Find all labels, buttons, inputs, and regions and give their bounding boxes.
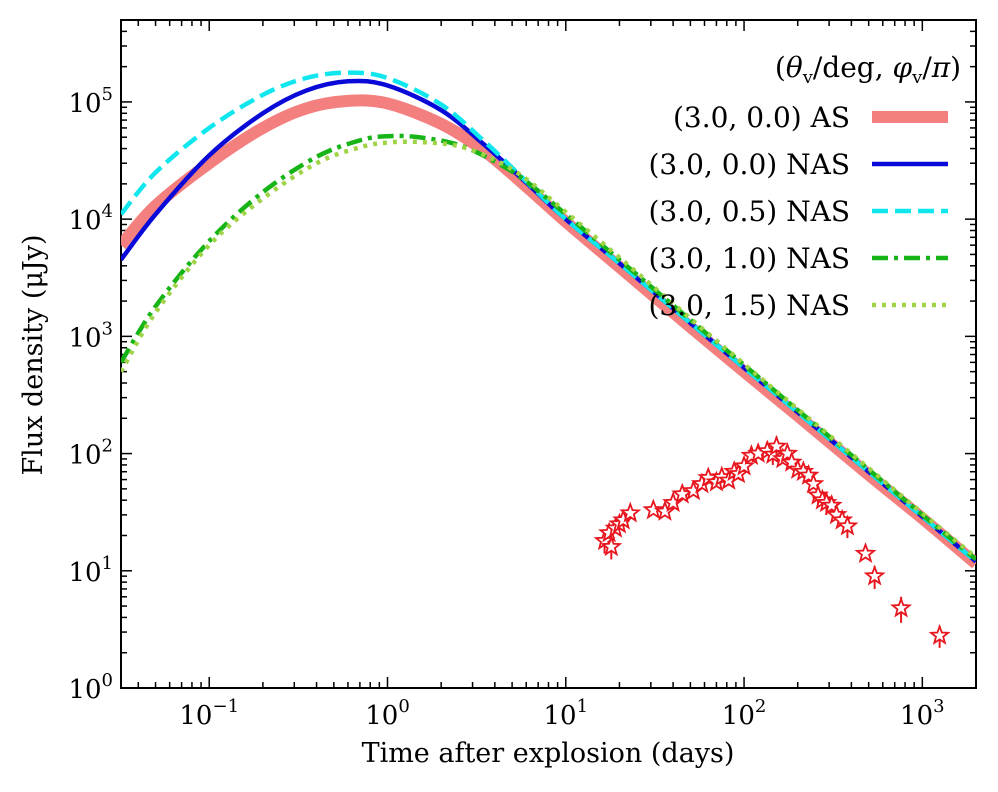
data-point-star bbox=[802, 472, 825, 494]
legend-label-1: (3.0, 0.0) AS bbox=[673, 101, 850, 134]
x-tick-label: 103 bbox=[900, 696, 945, 731]
legend-label-5: (3.0, 1.5) NAS bbox=[648, 289, 850, 322]
legend: (θv/deg, φv/π) (3.0, 0.0) AS (3.0, 0.0) NA… bbox=[648, 51, 961, 322]
x-tick-label: 100 bbox=[365, 696, 410, 731]
data-point-star bbox=[854, 542, 877, 564]
series-line-1 bbox=[121, 94, 976, 569]
data-point-star bbox=[600, 535, 623, 557]
data-point-star bbox=[619, 501, 642, 523]
data-point-star bbox=[797, 463, 820, 485]
data-point-star bbox=[765, 434, 788, 456]
y-tick-label: 102 bbox=[68, 436, 113, 471]
legend-label-4: (3.0, 1.0) NAS bbox=[648, 242, 850, 275]
legend-label-3: (3.0, 0.5) NAS bbox=[648, 195, 850, 228]
x-tick-label: 101 bbox=[544, 696, 589, 731]
data-point-star bbox=[836, 514, 859, 536]
y-tick-label: 105 bbox=[68, 84, 113, 119]
data-point-star bbox=[863, 564, 886, 586]
data-point-star bbox=[733, 454, 756, 476]
series-lines bbox=[121, 70, 976, 569]
y-tick-label: 103 bbox=[68, 318, 113, 353]
observation-points bbox=[593, 434, 951, 648]
x-tick-label: 10−1 bbox=[179, 696, 239, 731]
series-line-5 bbox=[121, 139, 976, 560]
legend-title: (θv/deg, φv/π) bbox=[775, 51, 961, 88]
x-axis-title: Time after explosion (days) bbox=[362, 738, 735, 769]
x-tick-label: 102 bbox=[722, 696, 767, 731]
data-point-star bbox=[776, 442, 799, 463]
data-point-star bbox=[890, 596, 913, 618]
data-point-star bbox=[820, 494, 843, 515]
data-point-star bbox=[928, 624, 951, 645]
legend-label-2: (3.0, 0.0) NAS bbox=[648, 148, 850, 181]
y-tick-label: 100 bbox=[68, 670, 113, 705]
y-tick-label: 104 bbox=[68, 201, 113, 236]
data-point-star bbox=[642, 498, 665, 520]
y-axis-title: Flux density (μJy) bbox=[18, 234, 49, 475]
y-tick-label: 101 bbox=[68, 553, 113, 588]
tick-labels: 10−1 100 101 102 103 100 101 102 103 104 105 bbox=[68, 84, 944, 731]
series-line-4 bbox=[121, 133, 976, 562]
